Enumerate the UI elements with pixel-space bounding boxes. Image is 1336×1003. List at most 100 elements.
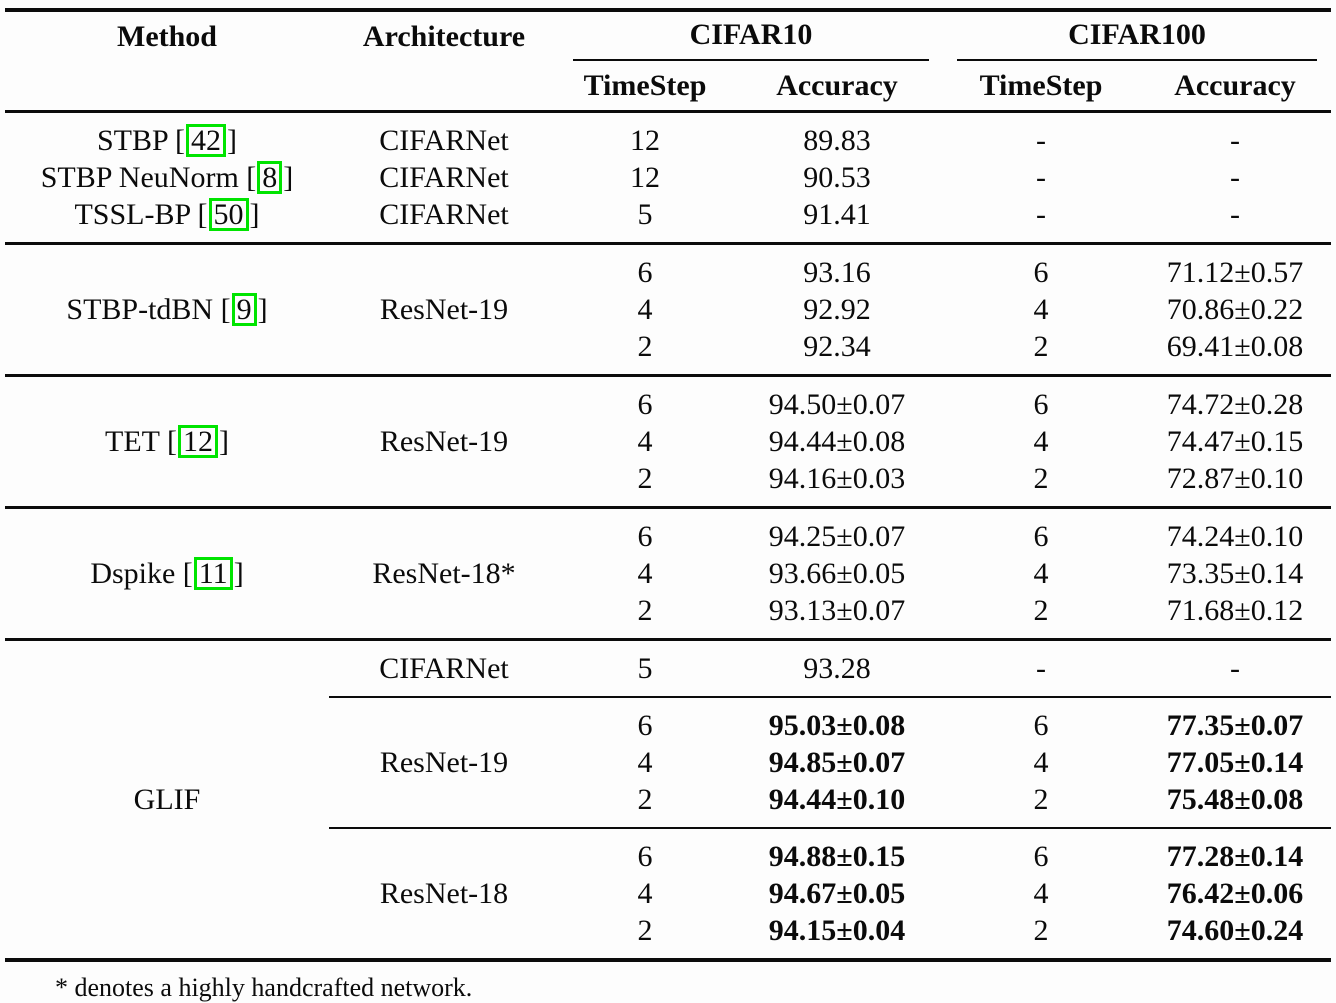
method-label: TSSL-BP [: [74, 197, 208, 231]
table-header: Method Architecture CIFAR10 CIFAR100 Tim…: [5, 10, 1331, 112]
accuracy-cell: 94.15±0.04: [768, 913, 906, 947]
table-row: 2 93.13±0.07 2 71.68±0.12: [5, 592, 1331, 640]
timestep-cell: 6: [637, 387, 653, 421]
timestep-cell: 4: [1033, 424, 1049, 458]
table-row: 4 92.92 4 70.86±0.22: [5, 291, 1331, 328]
method-label-suffix: ]: [257, 292, 268, 326]
accuracy-cell: 75.48±0.08: [1139, 781, 1331, 829]
timestep-cell: 4: [1033, 876, 1049, 910]
accuracy-cell: 94.16±0.03: [768, 461, 906, 495]
accuracy-cell: 74.47±0.15: [1166, 424, 1304, 458]
col-header-cifar10-timestep: TimeStep: [583, 68, 707, 102]
architecture-cell: ResNet-19: [379, 292, 509, 326]
method-label: STBP NeuNorm [: [40, 160, 257, 194]
citation-link[interactable]: 8: [257, 160, 283, 195]
accuracy-cell: 92.34: [803, 329, 871, 363]
accuracy-cell: -: [1230, 160, 1240, 194]
table-row: ResNet-18 6 94.88±0.15 6 77.28±0.14: [5, 828, 1331, 908]
timestep-cell: 4: [637, 424, 653, 458]
table-row: STBP NeuNorm [8] CIFARNet 12 90.53 - -: [5, 159, 1331, 196]
block-cifarnet-baselines: STBP [42] CIFARNet 12 89.83 - - STBP Neu…: [5, 112, 1331, 244]
timestep-cell: 2: [1033, 461, 1049, 495]
timestep-cell: 4: [1033, 745, 1049, 779]
method-label: GLIF: [133, 782, 201, 816]
accuracy-cell: 94.50±0.07: [768, 387, 906, 421]
timestep-cell: 6: [637, 839, 653, 873]
architecture-cell: CIFARNet: [379, 160, 509, 194]
table-row: ResNet-19 6 95.03±0.08 6 77.35±0.07: [5, 697, 1331, 829]
table-row: Dspike [11] ResNet-18* 6 94.25±0.07 6 74…: [5, 508, 1331, 591]
timestep-cell: 4: [637, 745, 653, 779]
table-row: 2 94.15±0.04 2 74.60±0.24: [5, 912, 1331, 960]
timestep-cell: 6: [1033, 255, 1049, 289]
accuracy-cell: 74.24±0.10: [1166, 519, 1304, 553]
method-cell: STBP NeuNorm [8]: [5, 159, 329, 196]
timestep-cell: 6: [1033, 387, 1049, 421]
accuracy-cell: 94.25±0.07: [768, 519, 906, 553]
col-header-method: Method: [117, 20, 217, 53]
accuracy-cell: 90.53: [803, 160, 871, 194]
architecture-cell: ResNet-18*: [372, 556, 516, 590]
timestep-cell: 6: [1033, 708, 1049, 742]
accuracy-cell: 74.72±0.28: [1166, 387, 1304, 421]
block-glif: GLIF CIFARNet 5 93.28 - - ResNet-19 6 95…: [5, 639, 1331, 961]
block-tet: TET [12] ResNet-19 6 94.50±0.07 6 74.72±…: [5, 375, 1331, 508]
accuracy-cell: 71.12±0.57: [1166, 255, 1304, 289]
table-row: 4 93.66±0.05 4 73.35±0.14: [5, 555, 1331, 592]
timestep-cell: 6: [1033, 839, 1049, 873]
accuracy-cell: 69.41±0.08: [1166, 329, 1304, 363]
timestep-cell: -: [1036, 197, 1046, 231]
architecture-cell: CIFARNet: [379, 123, 509, 157]
timestep-cell: 4: [1033, 292, 1049, 326]
timestep-cell: 2: [637, 329, 653, 363]
method-label-suffix: ]: [233, 556, 244, 590]
table-row: 2 94.44±0.10 2 75.48±0.08: [5, 781, 1331, 829]
method-label: TET [: [105, 424, 177, 458]
accuracy-cell: -: [1139, 639, 1331, 698]
timestep-cell: 2: [1033, 329, 1049, 363]
table-footnote: * denotes a highly handcrafted network.: [55, 973, 473, 1002]
citation-link[interactable]: 12: [177, 424, 218, 459]
method-label-suffix: ]: [283, 160, 294, 194]
method-label: STBP-tdBN [: [66, 292, 231, 326]
timestep-cell: 4: [637, 556, 653, 590]
citation-link[interactable]: 9: [231, 292, 257, 327]
accuracy-cell: 70.86±0.22: [1166, 292, 1304, 326]
timestep-cell: 6: [637, 519, 653, 553]
citation-link[interactable]: 11: [193, 556, 233, 591]
accuracy-cell: 71.68±0.12: [1166, 593, 1304, 627]
accuracy-cell: 76.42±0.06: [1166, 876, 1304, 910]
accuracy-cell: 94.44±0.08: [768, 424, 906, 458]
table-row: 4 94.44±0.08 4 74.47±0.15: [5, 423, 1331, 460]
block-dspike: Dspike [11] ResNet-18* 6 94.25±0.07 6 74…: [5, 507, 1331, 640]
col-header-cifar10-accuracy: Accuracy: [776, 68, 898, 102]
method-cell: TSSL-BP [50]: [5, 196, 329, 244]
timestep-cell: 6: [637, 255, 653, 289]
timestep-cell: 6: [1033, 519, 1049, 553]
accuracy-cell: 94.44±0.10: [731, 781, 943, 829]
table-row: GLIF CIFARNet 5 93.28 - -: [5, 639, 1331, 814]
architecture-cell: ResNet-19: [379, 424, 509, 458]
timestep-cell: 2: [637, 461, 653, 495]
method-label: Dspike [: [90, 556, 193, 590]
accuracy-cell: 94.67±0.05: [768, 876, 906, 910]
col-group-cifar10: CIFAR10: [559, 10, 943, 61]
table-row: TSSL-BP [50] CIFARNet 5 91.41 - -: [5, 196, 1331, 244]
method-cell: Dspike [11]: [5, 508, 329, 640]
accuracy-cell: 95.03±0.08: [768, 708, 906, 742]
architecture-cell: CIFARNet: [379, 197, 509, 231]
timestep-cell: 5: [559, 639, 731, 698]
timestep-cell: -: [943, 639, 1139, 698]
timestep-cell: 2: [559, 781, 731, 829]
header-row-groups: Method Architecture CIFAR10 CIFAR100: [5, 10, 1331, 61]
citation-link[interactable]: 42: [186, 123, 227, 158]
method-label-suffix: ]: [249, 197, 260, 231]
accuracy-cell: 74.60±0.24: [1166, 913, 1304, 947]
architecture-cell: ResNet-19: [329, 697, 559, 829]
table-row: TET [12] ResNet-19 6 94.50±0.07 6 74.72±…: [5, 376, 1331, 459]
method-cell: STBP-tdBN [9]: [5, 244, 329, 376]
citation-link[interactable]: 50: [208, 197, 249, 232]
timestep-cell: 2: [1033, 913, 1049, 947]
table-row: 4 94.85±0.07 4 77.05±0.14: [5, 744, 1331, 781]
